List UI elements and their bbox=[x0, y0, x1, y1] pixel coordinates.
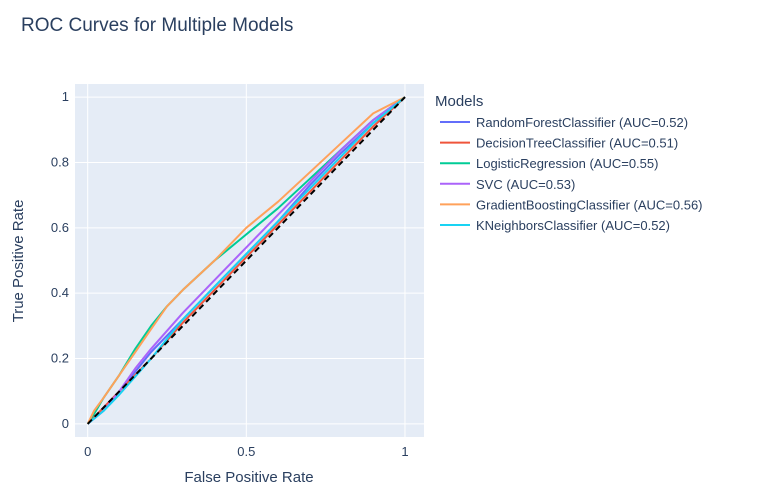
legend[interactable]: Models RandomForestClassifier (AUC=0.52)… bbox=[435, 93, 703, 233]
y-axis-title: True Positive Rate bbox=[10, 200, 27, 323]
legend-label: GradientBoostingClassifier (AUC=0.56) bbox=[476, 197, 703, 212]
y-tick-label: 0.2 bbox=[51, 351, 69, 366]
series-line-5 bbox=[87, 96, 406, 425]
legend-label: SVC (AUC=0.53) bbox=[476, 177, 575, 192]
y-tick-label: 0.8 bbox=[51, 154, 69, 169]
x-tick-label: 1 bbox=[401, 444, 408, 459]
legend-item[interactable]: SVC (AUC=0.53) bbox=[440, 177, 575, 192]
chart-title: ROC Curves for Multiple Models bbox=[21, 15, 293, 36]
legend-label: DecisionTreeClassifier (AUC=0.51) bbox=[476, 136, 678, 151]
legend-label: LogisticRegression (AUC=0.55) bbox=[476, 156, 658, 171]
baseline-diagonal-line bbox=[86, 96, 406, 425]
y-tick-label: 0.6 bbox=[51, 220, 69, 235]
series-line-4 bbox=[86, 96, 406, 425]
legend-title: Models bbox=[435, 93, 483, 110]
legend-item[interactable]: LogisticRegression (AUC=0.55) bbox=[440, 156, 658, 171]
legend-item[interactable]: DecisionTreeClassifier (AUC=0.51) bbox=[440, 136, 678, 151]
x-tick-label: 0 bbox=[84, 444, 91, 459]
legend-item[interactable]: KNeighborsClassifier (AUC=0.52) bbox=[440, 218, 670, 233]
y-tick-label: 0.4 bbox=[51, 285, 69, 300]
y-tick-label: 1 bbox=[62, 89, 69, 104]
legend-item[interactable]: RandomForestClassifier (AUC=0.52) bbox=[440, 115, 688, 130]
x-axis-title: False Positive Rate bbox=[184, 469, 313, 486]
y-tick-label: 0 bbox=[62, 416, 69, 431]
legend-item[interactable]: GradientBoostingClassifier (AUC=0.56) bbox=[440, 197, 703, 212]
series-lines bbox=[86, 96, 406, 425]
legend-label: KNeighborsClassifier (AUC=0.52) bbox=[476, 218, 670, 233]
x-tick-label: 0.5 bbox=[237, 444, 255, 459]
legend-label: RandomForestClassifier (AUC=0.52) bbox=[476, 115, 688, 130]
grid-lines bbox=[75, 84, 424, 437]
legend-items[interactable]: RandomForestClassifier (AUC=0.52) Decisio… bbox=[440, 115, 703, 233]
axis-ticks: 0 0.5 1 0 0.2 0.4 0.6 0.8 1 bbox=[51, 89, 409, 459]
